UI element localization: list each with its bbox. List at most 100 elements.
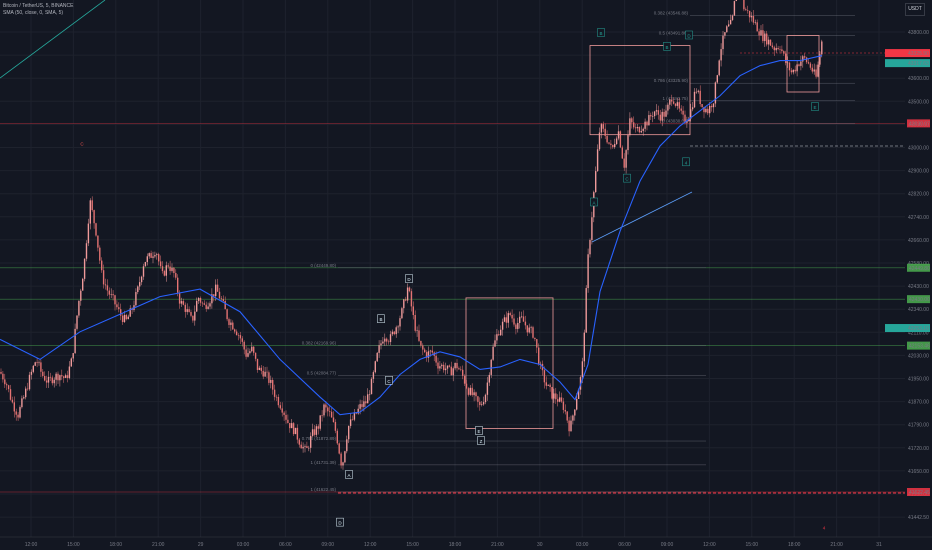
- candle: [482, 396, 485, 406]
- candle: [405, 296, 407, 302]
- candle-body: [34, 362, 36, 366]
- candle: [112, 290, 114, 301]
- candle: [752, 10, 755, 25]
- candle-body: [555, 393, 557, 400]
- candle-body: [158, 254, 160, 262]
- candle-body: [4, 379, 6, 385]
- candle-body: [707, 108, 709, 114]
- price-tick-label: 42430.00: [908, 284, 929, 290]
- candle: [467, 386, 470, 397]
- candle: [439, 361, 441, 372]
- candle-body: [346, 439, 348, 452]
- candle-body: [291, 423, 293, 429]
- candle-body: [503, 317, 506, 322]
- candle: [503, 314, 506, 323]
- candle-body: [690, 109, 692, 119]
- candle-body: [760, 30, 762, 36]
- candle-body: [351, 419, 354, 421]
- wave-label-box: [377, 314, 385, 323]
- candle: [302, 442, 304, 453]
- candle-body: [788, 62, 791, 71]
- currency-unit-button[interactable]: USDT: [905, 3, 925, 16]
- wave-label: A: [590, 197, 598, 207]
- candle-body: [543, 370, 546, 383]
- candle: [61, 369, 63, 381]
- candle: [425, 350, 428, 362]
- candle: [55, 372, 57, 386]
- candle: [549, 383, 551, 392]
- candle-body: [441, 364, 443, 367]
- candle-body: [562, 401, 565, 410]
- price-tick-label: 41442.50: [908, 515, 929, 521]
- candle: [627, 130, 629, 155]
- fib-level-label: 0.786 (43325.90): [654, 78, 689, 83]
- candle-body: [11, 399, 14, 403]
- candle-body: [547, 384, 549, 386]
- candle-body: [659, 114, 661, 121]
- candle-body: [551, 387, 553, 399]
- candle-body: [334, 422, 337, 431]
- candle-body: [653, 111, 656, 117]
- candle: [311, 423, 314, 438]
- candle-body: [515, 324, 517, 329]
- candle-body: [636, 127, 639, 129]
- candle: [560, 392, 563, 403]
- candle-body: [501, 321, 504, 330]
- candle-body: [216, 284, 219, 292]
- candle-body: [509, 313, 511, 315]
- candle-body: [646, 121, 648, 126]
- candle: [709, 102, 711, 118]
- candle-body: [83, 258, 86, 279]
- candle: [207, 302, 209, 310]
- candle-body: [182, 301, 185, 305]
- candle: [695, 88, 698, 94]
- candle: [743, 0, 745, 12]
- candle: [9, 384, 12, 401]
- candle-body: [99, 247, 101, 261]
- wave-label: E: [475, 426, 483, 435]
- fib-level-label: 0 (42449.80): [310, 263, 336, 268]
- candle-body: [196, 300, 198, 312]
- time-tick-label: 06:00: [618, 542, 631, 548]
- candle-body: [129, 308, 131, 317]
- candle: [509, 311, 511, 317]
- candle: [570, 415, 572, 432]
- candle-body: [406, 287, 409, 301]
- candle-body: [644, 121, 646, 129]
- candle: [382, 336, 384, 345]
- price-tick-label: 42900.00: [908, 169, 929, 175]
- candle-body: [348, 425, 350, 440]
- candle: [562, 397, 565, 414]
- candle-body: [125, 314, 128, 320]
- sma-indicator-label[interactable]: SMA (50, close, 0, SMA, 5): [3, 10, 64, 16]
- candle: [256, 358, 259, 373]
- candle-body: [484, 394, 487, 403]
- candle: [368, 390, 371, 401]
- candle-body: [163, 271, 166, 276]
- fib-retracement-upper: 1 (43785.08)0.382 (43546.88)0.5 (43491.8…: [654, 10, 855, 124]
- candle: [80, 288, 82, 306]
- candle: [551, 386, 553, 400]
- candle-body: [167, 265, 169, 267]
- candle: [600, 122, 603, 139]
- candle-body: [640, 130, 642, 133]
- candle: [95, 222, 97, 237]
- candle: [748, 10, 751, 23]
- candle: [648, 110, 650, 126]
- candle-body: [443, 364, 445, 371]
- candle-body: [564, 409, 566, 412]
- candle: [642, 127, 644, 136]
- candle: [342, 461, 344, 470]
- time-tick-label: 31: [876, 542, 882, 548]
- candle-body: [380, 343, 382, 346]
- candle: [21, 395, 23, 409]
- candle: [598, 127, 601, 151]
- candle: [621, 145, 623, 159]
- candle-body: [230, 322, 232, 325]
- candle-body: [15, 411, 17, 415]
- candle: [353, 409, 356, 422]
- time-tick-label: 18:00: [449, 542, 462, 548]
- candle: [492, 343, 494, 361]
